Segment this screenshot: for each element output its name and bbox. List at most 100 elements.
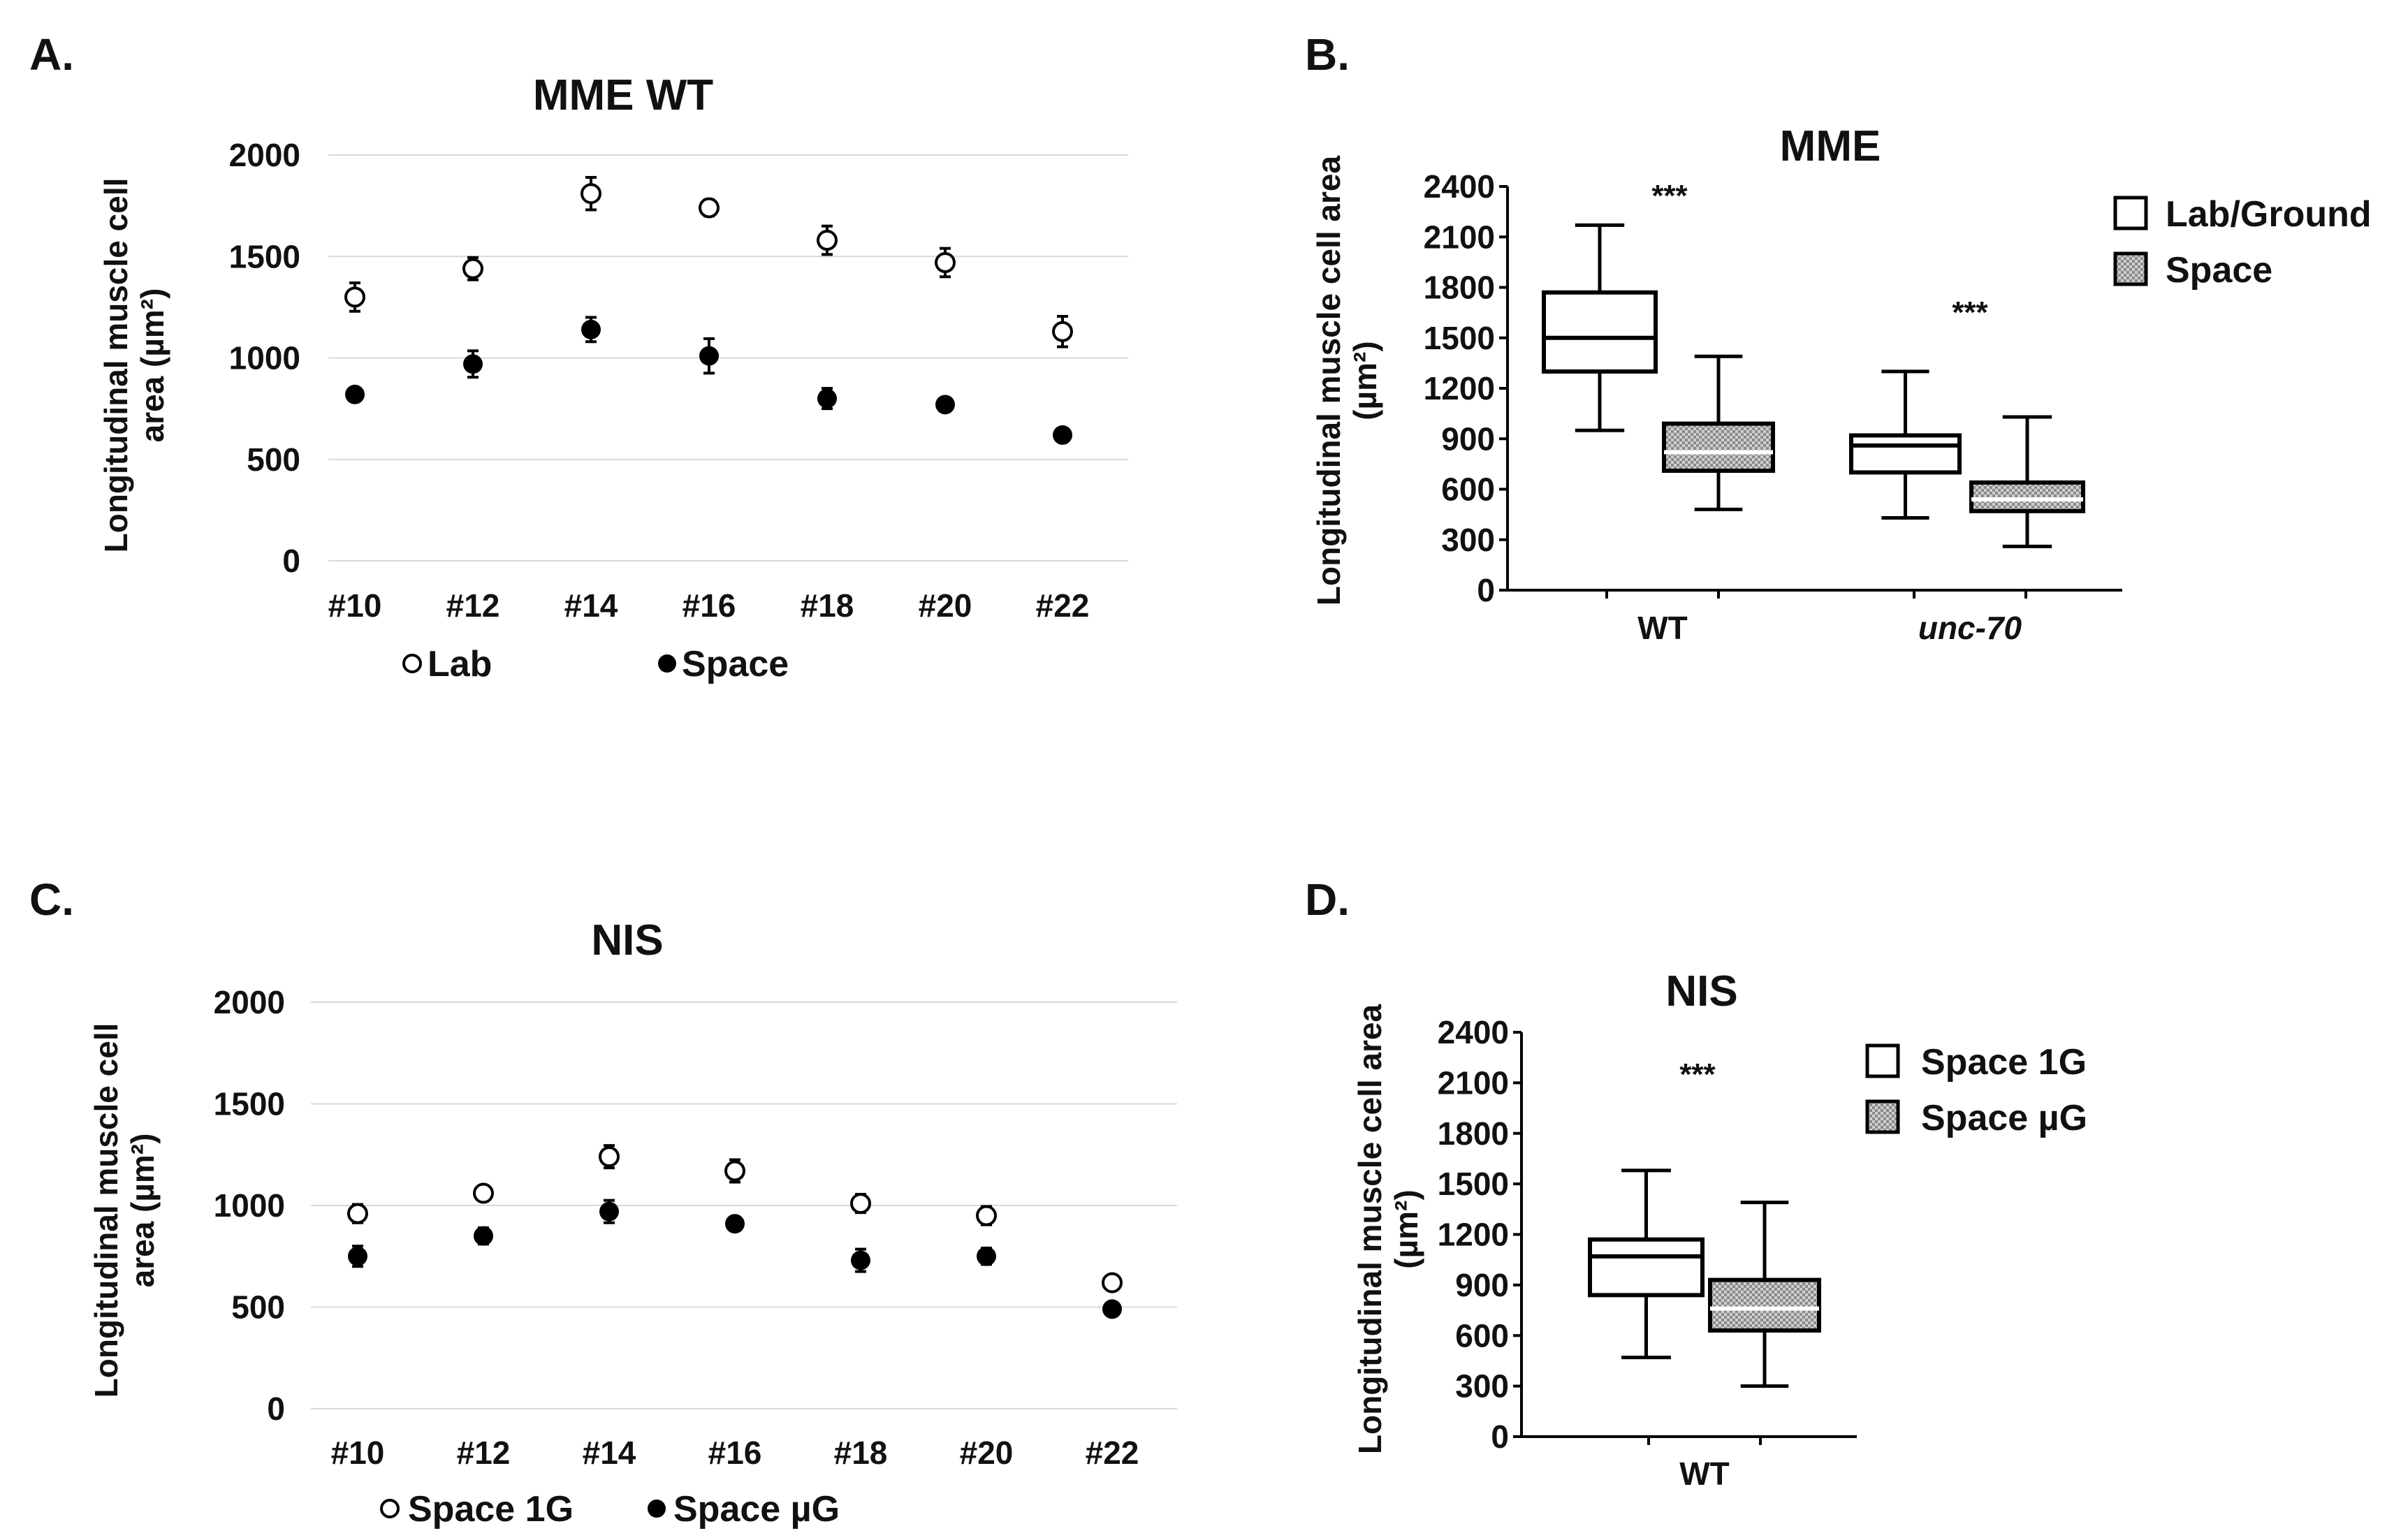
- box-lab-ground: [1849, 433, 1962, 475]
- y-tick-label: 2400: [1424, 168, 1495, 205]
- x-tick-label: #16: [708, 1435, 762, 1471]
- data-point-space-g: [1102, 1299, 1122, 1319]
- y-axis-label: Longitudinal muscle cell area (µm²): [88, 1023, 161, 1398]
- y-tick-label: 600: [1455, 1317, 1509, 1354]
- box-lab-ground: [1542, 290, 1658, 374]
- y-axis-label: Longitudinal muscle cell area (µm²): [98, 178, 170, 553]
- box-plots: [1588, 1168, 1821, 1388]
- data-point-space: [935, 395, 955, 415]
- axes: [1513, 1031, 1857, 1445]
- x-group-label: unc-70: [1918, 610, 2022, 646]
- x-tick-label: #16: [683, 587, 736, 624]
- y-tick-label: 0: [1491, 1418, 1509, 1455]
- x-tick-labels: WT: [1679, 1455, 1730, 1492]
- y-tick-label: 1500: [229, 238, 300, 274]
- y-tick-label: 1500: [1438, 1166, 1509, 1202]
- y-tick-label: 1800: [1424, 270, 1495, 306]
- y-tick-label: 2000: [214, 984, 285, 1020]
- data-point-space-1g: [1102, 1272, 1123, 1293]
- axes: [1499, 185, 2122, 599]
- y-tick-label: 2100: [1424, 219, 1495, 255]
- y-tick-label: 0: [1477, 572, 1495, 608]
- data-point-space: [817, 388, 837, 409]
- y-axis-label-line1: Longitudinal muscle cell area: [1311, 155, 1347, 606]
- x-tick-label: #22: [1086, 1435, 1139, 1471]
- data-point-space-g: [977, 1246, 996, 1266]
- box-space-1g: [1588, 1237, 1705, 1298]
- box-plots: [1542, 223, 2085, 548]
- y-axis-label-line2: (µm²): [1347, 341, 1383, 420]
- x-tick-label: #18: [801, 587, 854, 624]
- x-tick-label: #10: [328, 587, 382, 624]
- y-tick-label: 1500: [214, 1086, 285, 1122]
- data-point-space: [345, 384, 365, 404]
- y-tick-label: 2100: [1438, 1064, 1509, 1101]
- y-tick-label: 900: [1455, 1267, 1509, 1303]
- data-point-space: [581, 319, 601, 339]
- data-point-space-1g: [724, 1160, 745, 1182]
- legend-swatch-space-1g: [1865, 1043, 1900, 1078]
- legend-marker-space-1g: [380, 1499, 400, 1518]
- data-point-space-g: [851, 1250, 870, 1270]
- legend-label-lab-ground: Lab/Ground: [2166, 194, 2372, 235]
- x-tick-labels: #10 #12 #14 #16 #18 #20 #22: [331, 1435, 1139, 1471]
- legend-swatch-lab-ground: [2113, 196, 2148, 230]
- data-point-space-1g: [599, 1146, 620, 1168]
- x-group-label: WT: [1679, 1455, 1730, 1492]
- data-point-space-1g: [976, 1205, 997, 1226]
- y-tick-label: 1500: [1424, 320, 1495, 356]
- y-tick-label: 2000: [229, 137, 300, 173]
- legend-marker-lab: [402, 654, 422, 673]
- panel-letter-d: D.: [1305, 874, 1350, 925]
- y-tick-label: 300: [1455, 1368, 1509, 1405]
- y-axis-label-line1: Longitudinal muscle cell area: [1352, 1004, 1388, 1454]
- y-tick-label: 1000: [229, 340, 300, 376]
- significance-labels: *** ***: [1651, 179, 1988, 330]
- panel-c-scatter-chart: NIS Longitudinal muscle cell area (µm²) …: [88, 916, 1177, 1530]
- legend-label-space-1g: Space 1G: [1921, 1042, 2087, 1083]
- data-point-space-g: [599, 1201, 619, 1222]
- y-axis-label-line1: Longitudinal muscle cell: [88, 1023, 124, 1398]
- y-tick-label: 900: [1441, 420, 1495, 457]
- y-axis-label: Longitudinal muscle cell area (µm²): [1311, 155, 1383, 606]
- data-point-lab: [581, 183, 601, 205]
- panel-a-scatter-chart: MME WT Longitudinal muscle cell area (µm…: [98, 71, 1128, 684]
- x-tick-label: #14: [583, 1435, 636, 1471]
- significance-labels: ***: [1679, 1057, 1716, 1092]
- y-tick-label: 1000: [214, 1187, 285, 1224]
- x-tick-label: #10: [331, 1435, 385, 1471]
- y-tick-labels: 0 300 600 900 1200 1500 1800 2100 2400: [1438, 1014, 1509, 1455]
- chart-title: MME: [1780, 122, 1881, 170]
- chart-title: NIS: [1665, 967, 1737, 1015]
- y-axis-label-line2: area (µm²): [134, 288, 170, 443]
- legend-label-space: Space: [682, 644, 789, 684]
- data-point-space-g: [348, 1246, 367, 1266]
- data-point-lab: [817, 230, 838, 251]
- y-tick-label: 1800: [1438, 1115, 1509, 1152]
- y-axis-label-line1: Longitudinal muscle cell: [98, 178, 134, 553]
- chart-title: NIS: [591, 916, 663, 965]
- panel-b-box-chart: MME Longitudinal muscle cell area (µm²) …: [1311, 122, 2372, 646]
- y-axis-label-line2: area (µm²): [124, 1134, 161, 1288]
- data-point-lab: [462, 258, 483, 279]
- data-point-space: [699, 346, 719, 366]
- x-tick-label: #12: [446, 587, 500, 624]
- x-tick-label: #20: [919, 587, 972, 624]
- y-tick-label: 1200: [1424, 370, 1495, 406]
- data-point-lab: [699, 197, 720, 219]
- data-point-space-g: [725, 1214, 745, 1234]
- y-tick-label: 600: [1441, 471, 1495, 508]
- data-points: [344, 175, 1073, 445]
- box-space: [1662, 421, 1775, 474]
- box-space-g: [1708, 1277, 1821, 1333]
- legend-swatch-space: [2113, 251, 2148, 286]
- y-axis-label-line2: (µm²): [1388, 1189, 1424, 1268]
- y-tick-label: 0: [267, 1391, 285, 1427]
- x-tick-label: #22: [1036, 587, 1090, 624]
- data-point-space-1g: [850, 1193, 871, 1215]
- legend-swatch-space-ug: [1865, 1099, 1900, 1134]
- data-point-space-1g: [473, 1182, 494, 1204]
- box-space: [1969, 480, 2085, 513]
- data-point-lab: [1052, 321, 1073, 342]
